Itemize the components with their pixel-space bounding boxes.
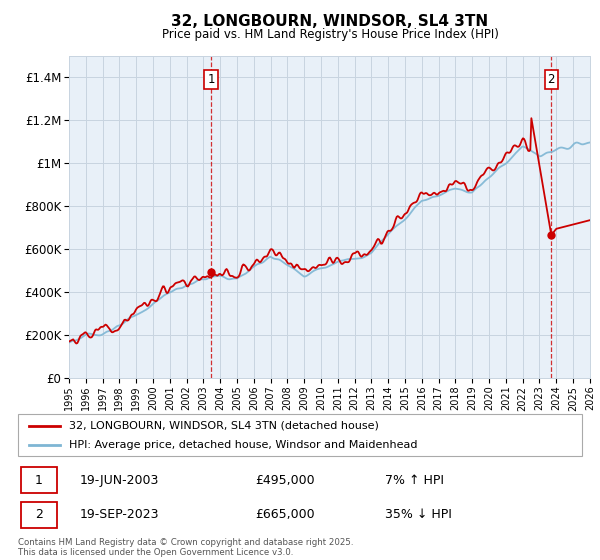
FancyBboxPatch shape xyxy=(21,467,58,493)
Text: 2: 2 xyxy=(548,73,555,86)
Text: 1: 1 xyxy=(35,474,43,487)
FancyBboxPatch shape xyxy=(21,502,58,528)
Text: £665,000: £665,000 xyxy=(255,508,314,521)
Text: 32, LONGBOURN, WINDSOR, SL4 3TN (detached house): 32, LONGBOURN, WINDSOR, SL4 3TN (detache… xyxy=(69,421,379,431)
Text: 19-SEP-2023: 19-SEP-2023 xyxy=(80,508,160,521)
Text: 1: 1 xyxy=(208,73,215,86)
Text: 35% ↓ HPI: 35% ↓ HPI xyxy=(385,508,451,521)
Text: £495,000: £495,000 xyxy=(255,474,314,487)
Text: HPI: Average price, detached house, Windsor and Maidenhead: HPI: Average price, detached house, Wind… xyxy=(69,440,417,450)
Text: 19-JUN-2003: 19-JUN-2003 xyxy=(80,474,160,487)
Text: Contains HM Land Registry data © Crown copyright and database right 2025.
This d: Contains HM Land Registry data © Crown c… xyxy=(18,538,353,557)
Text: 7% ↑ HPI: 7% ↑ HPI xyxy=(385,474,443,487)
Text: 2: 2 xyxy=(35,508,43,521)
Text: Price paid vs. HM Land Registry's House Price Index (HPI): Price paid vs. HM Land Registry's House … xyxy=(161,28,499,41)
Text: 32, LONGBOURN, WINDSOR, SL4 3TN: 32, LONGBOURN, WINDSOR, SL4 3TN xyxy=(172,14,488,29)
